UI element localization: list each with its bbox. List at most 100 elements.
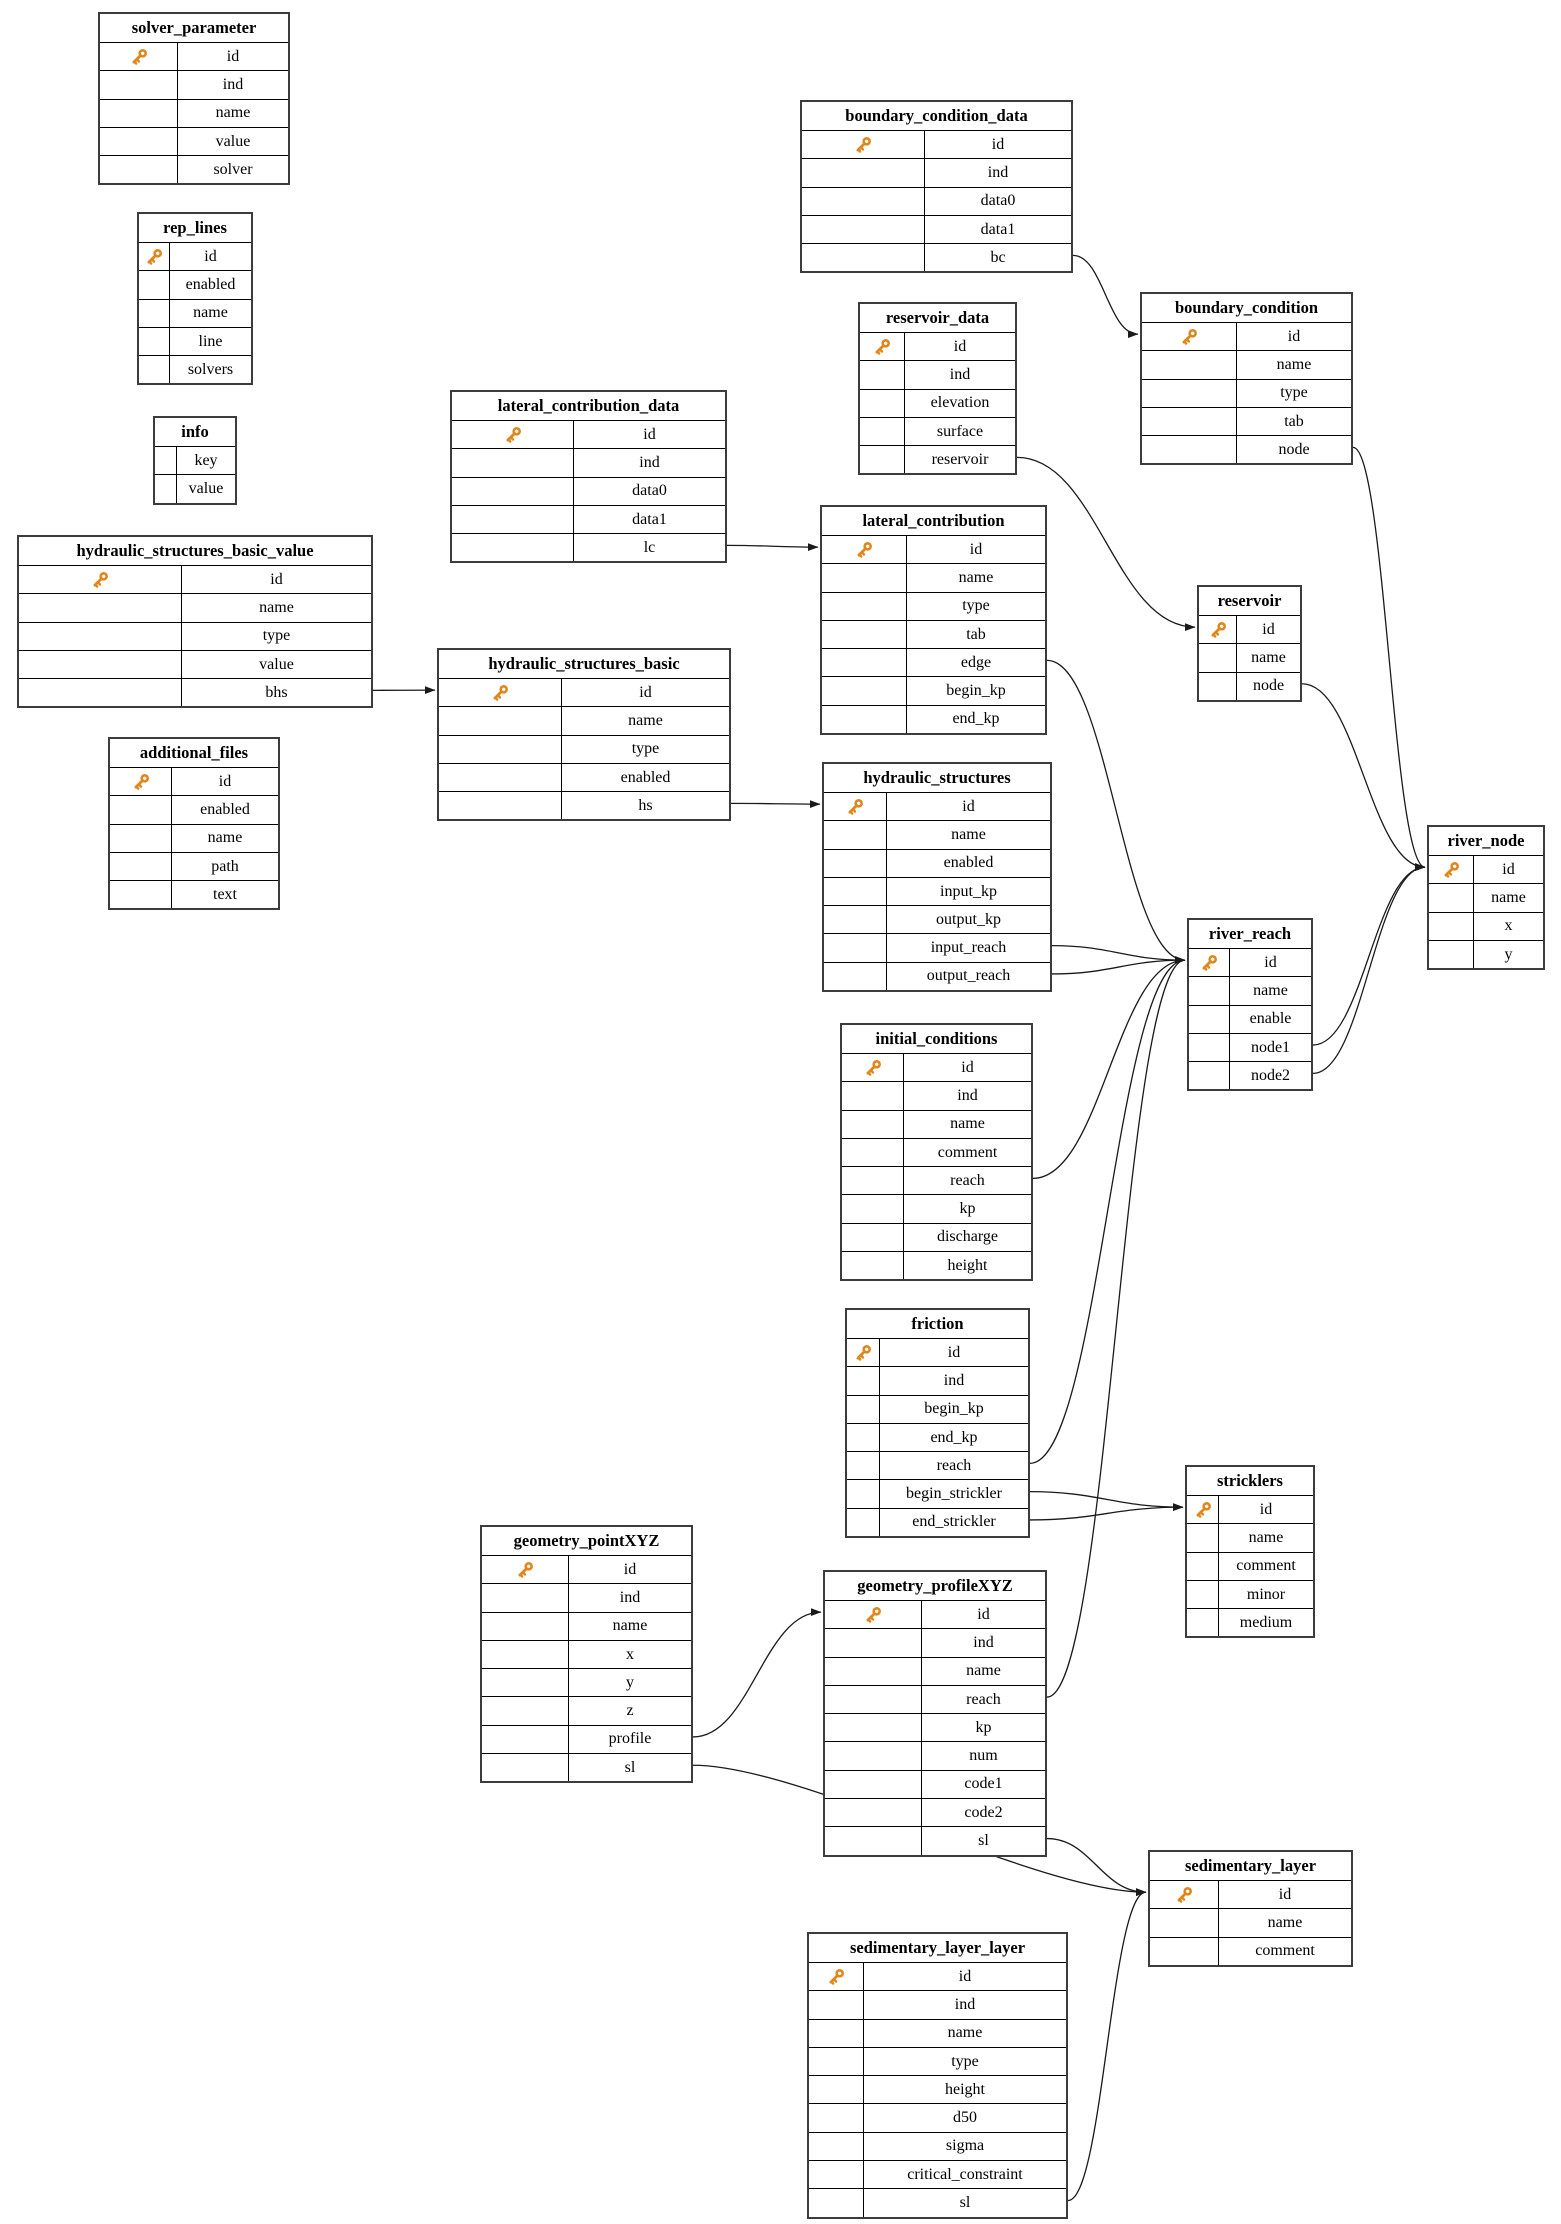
entity-title: geometry_profileXYZ: [857, 1576, 1013, 1595]
field-row-bc: bc: [802, 243, 1071, 272]
key-cell-empty: [824, 906, 887, 934]
field-label: id: [953, 337, 967, 355]
field-label: node: [1278, 440, 1310, 458]
field-row-value: value: [100, 126, 288, 156]
primary-key-icon: [802, 131, 925, 159]
field-row-end_kp: end_kp: [822, 704, 1045, 734]
key-glyph: [134, 773, 149, 790]
relation-arrow-geometry_pointXYZ.profile-to-geometry_profileXYZ.id: [692, 1608, 822, 1738]
field-row-sl: sl: [482, 1753, 691, 1782]
field-label: id: [962, 797, 975, 815]
field-row-id: id: [19, 565, 371, 594]
key-cell-empty: [482, 1584, 569, 1612]
field-label: output_kp: [936, 910, 1001, 928]
primary-key-icon: [1189, 949, 1230, 977]
key-cell-empty: [825, 1770, 922, 1799]
key-cell-empty: [847, 1395, 880, 1423]
field-row-z: z: [482, 1696, 691, 1725]
field-row-sl: sl: [809, 2188, 1066, 2217]
field-label: id: [643, 425, 656, 443]
relation-arrow-hydraulic_structures.input_reach-to-river_reach.id: [1051, 945, 1186, 965]
field-label: reach: [950, 1171, 985, 1189]
field-row-enable: enable: [1189, 1004, 1311, 1033]
key-cell-empty: [809, 2104, 864, 2132]
key-cell-empty: [860, 361, 905, 389]
field-label: id: [270, 570, 283, 588]
field-label: id: [1262, 620, 1275, 638]
entity-table-reservoir: reservoir id name node: [1197, 585, 1302, 702]
field-row-name: name: [1187, 1523, 1313, 1552]
field-row-id: id: [809, 1962, 1066, 1991]
field-row-name: name: [825, 1656, 1045, 1685]
field-row-id: id: [842, 1053, 1031, 1082]
field-row-code1: code1: [825, 1769, 1045, 1799]
field-label: name: [215, 104, 251, 122]
field-row-begin_kp: begin_kp: [847, 1394, 1028, 1423]
field-label: enabled: [185, 275, 236, 293]
key-cell-empty: [1142, 436, 1237, 464]
key-cell-empty: [822, 649, 907, 677]
field-row-id: id: [1429, 855, 1543, 884]
field-label: name: [1251, 648, 1286, 666]
key-cell-empty: [482, 1697, 569, 1725]
field-label: reservoir: [931, 450, 989, 468]
field-row-output_kp: output_kp: [824, 905, 1050, 934]
field-row-id: id: [139, 242, 251, 271]
field-row-data0: data0: [452, 476, 725, 505]
key-glyph: [1211, 621, 1226, 638]
field-label: node: [1252, 677, 1285, 695]
field-label: bhs: [265, 683, 288, 701]
field-row-name: name: [1142, 350, 1351, 379]
key-cell-empty: [824, 877, 887, 906]
field-row-id: id: [100, 42, 288, 71]
field-row-path: path: [110, 851, 278, 881]
field-label: id: [977, 1605, 990, 1623]
key-glyph: [493, 684, 508, 701]
field-label: id: [1502, 860, 1515, 878]
field-label: x: [626, 1645, 634, 1663]
primary-key-icon: [1187, 1496, 1219, 1524]
field-label: reach: [936, 1456, 972, 1474]
field-label: comment: [1236, 1557, 1296, 1575]
field-row-end_strickler: end_strickler: [847, 1507, 1028, 1537]
field-label: ind: [949, 365, 971, 383]
field-row-surface: surface: [860, 416, 1015, 446]
field-label: ind: [639, 453, 660, 471]
relation-arrow-boundary_condition_data.bc-to-boundary_condition.id: [1072, 254, 1139, 339]
key-cell-empty: [822, 620, 907, 649]
key-cell-empty: [822, 592, 907, 620]
field-label: type: [1280, 384, 1308, 402]
entity-table-lateral_contribution_data: lateral_contribution_data id ind data0 data1…: [450, 390, 727, 564]
field-row-data1: data1: [802, 214, 1071, 244]
key-glyph: [875, 338, 890, 355]
primary-key-icon: [822, 536, 907, 564]
primary-key-icon: [1199, 616, 1237, 644]
field-label: value: [215, 132, 251, 150]
field-row-node2: node2: [1189, 1061, 1311, 1090]
primary-key-icon: [825, 1601, 922, 1629]
field-label: name: [966, 1662, 1001, 1680]
field-label: ind: [943, 1371, 965, 1389]
key-glyph: [856, 1344, 871, 1361]
relation-arrow-lateral_contribution.edge-to-river_reach.id: [1046, 659, 1186, 965]
field-label: profile: [608, 1730, 652, 1748]
field-label: ind: [987, 163, 1009, 181]
field-row-ind: ind: [860, 360, 1015, 389]
primary-key-icon: [100, 43, 178, 71]
key-cell-empty: [842, 1252, 904, 1280]
relation-arrow-reservoir_data.reservoir-to-reservoir.id: [1016, 456, 1196, 632]
key-cell-empty: [822, 677, 907, 705]
key-cell-empty: [110, 796, 172, 824]
field-label: name: [951, 825, 986, 843]
key-cell-empty: [825, 1657, 922, 1685]
key-cell-empty: [825, 1827, 922, 1855]
field-row-input_reach: input_reach: [824, 933, 1050, 962]
field-label: type: [262, 627, 291, 645]
field-label: num: [969, 1747, 998, 1765]
key-cell-empty: [824, 934, 887, 962]
entity-table-rep_lines: rep_lines id enabled name line solvers: [137, 212, 253, 386]
field-label: data0: [632, 482, 667, 500]
field-row-edge: edge: [822, 648, 1045, 677]
field-label: ind: [954, 1995, 976, 2013]
key-glyph: [518, 1561, 533, 1578]
